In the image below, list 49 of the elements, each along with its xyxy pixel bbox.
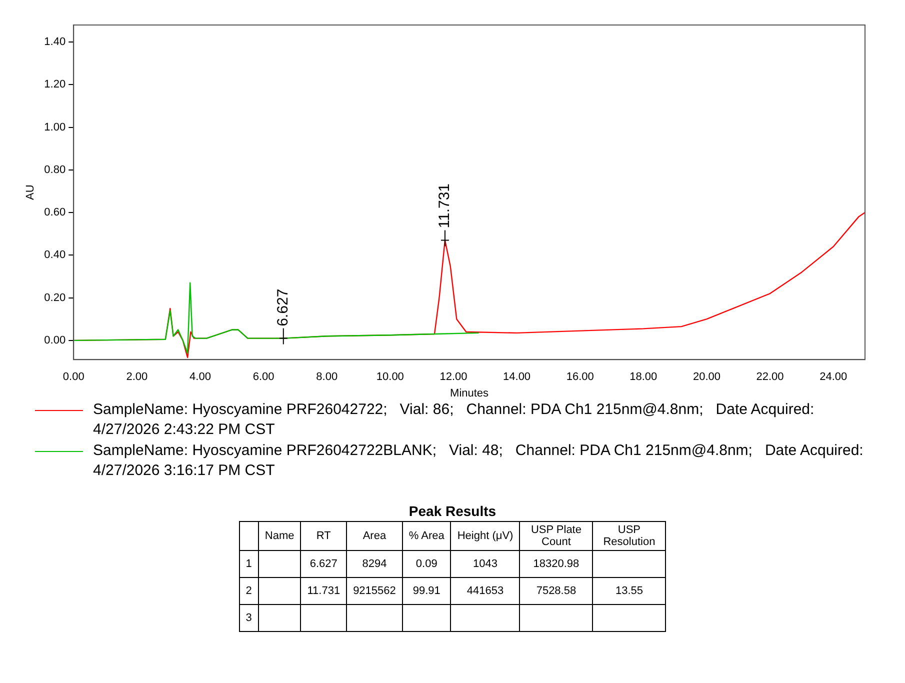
x-tick-label: 16.00 bbox=[566, 371, 594, 384]
legend-label: SampleName: Hyoscyamine PRF26042722BLANK; Vial: 48; Channel: PDA Ch1 215nm@4.8nm; Date Acquired: 4/27/2026 3:16:17 PM CST bbox=[93, 441, 864, 481]
x-tick-label: 2.00 bbox=[126, 371, 148, 384]
category-label: USP Plate Count bbox=[520, 522, 593, 550]
y-tick-label: 0.20 bbox=[44, 292, 66, 304]
category-label: 2 bbox=[246, 585, 252, 597]
category-label: % Area bbox=[402, 522, 451, 550]
text: 0.09 bbox=[416, 558, 438, 570]
x-tick-label: 4.00 bbox=[190, 371, 211, 384]
text: 8294 bbox=[362, 558, 387, 570]
x-tick-label: 12.00 bbox=[440, 371, 468, 384]
y-axis-title: AU bbox=[24, 184, 37, 200]
category-label: RT bbox=[300, 522, 347, 550]
text: 7528.58 bbox=[536, 585, 576, 597]
category-label: Height (μV) bbox=[450, 522, 520, 550]
text: 1043 bbox=[473, 558, 498, 570]
x-tick-label: 18.00 bbox=[630, 371, 658, 384]
text: 11.731 bbox=[307, 585, 340, 597]
x-tick-label: 20.00 bbox=[692, 371, 720, 384]
x-tick-label: 6.00 bbox=[252, 371, 274, 384]
category-label: Area bbox=[346, 522, 402, 550]
y-tick-label: 1.00 bbox=[44, 121, 66, 134]
text: 18320.98 bbox=[533, 558, 580, 570]
x-tick-label: 0.00 bbox=[62, 371, 84, 384]
text: 6.627 bbox=[310, 558, 338, 570]
y-tick-label: 1.20 bbox=[44, 78, 66, 91]
text: 13.55 bbox=[615, 585, 643, 597]
y-tick-label: 0.80 bbox=[44, 164, 66, 176]
x-tick-label: 24.00 bbox=[820, 371, 848, 384]
legend-label: SampleName: Hyoscyamine PRF26042722; Vial: 86; Channel: PDA Ch1 215nm@4.8nm; Date Acquired: 4/27/2026 2:43:22 PM CST bbox=[93, 400, 816, 440]
x-tick-label: 10.00 bbox=[376, 371, 404, 384]
category-label: USP Resolution bbox=[592, 522, 666, 550]
category-label: 1 bbox=[246, 558, 252, 570]
text: 441653 bbox=[466, 585, 504, 597]
x-tick-label: 22.00 bbox=[756, 371, 784, 384]
x-tick-label: 8.00 bbox=[316, 371, 338, 384]
y-tick-label: 1.40 bbox=[44, 36, 66, 48]
x-axis-title: Minutes bbox=[450, 387, 490, 400]
text: Peak Results bbox=[408, 503, 498, 519]
y-tick-label: 0.00 bbox=[44, 334, 66, 346]
text: 9215562 bbox=[353, 585, 396, 597]
category-label: 3 bbox=[246, 612, 252, 624]
annotation: 11.731 bbox=[436, 183, 454, 228]
text: 99.91 bbox=[412, 585, 440, 597]
x-tick-label: 14.00 bbox=[503, 371, 531, 384]
y-tick-label: 0.60 bbox=[44, 206, 66, 219]
y-tick-label: 0.40 bbox=[44, 249, 66, 262]
annotation: 6.627 bbox=[274, 288, 292, 326]
category-label: Name bbox=[258, 522, 301, 550]
